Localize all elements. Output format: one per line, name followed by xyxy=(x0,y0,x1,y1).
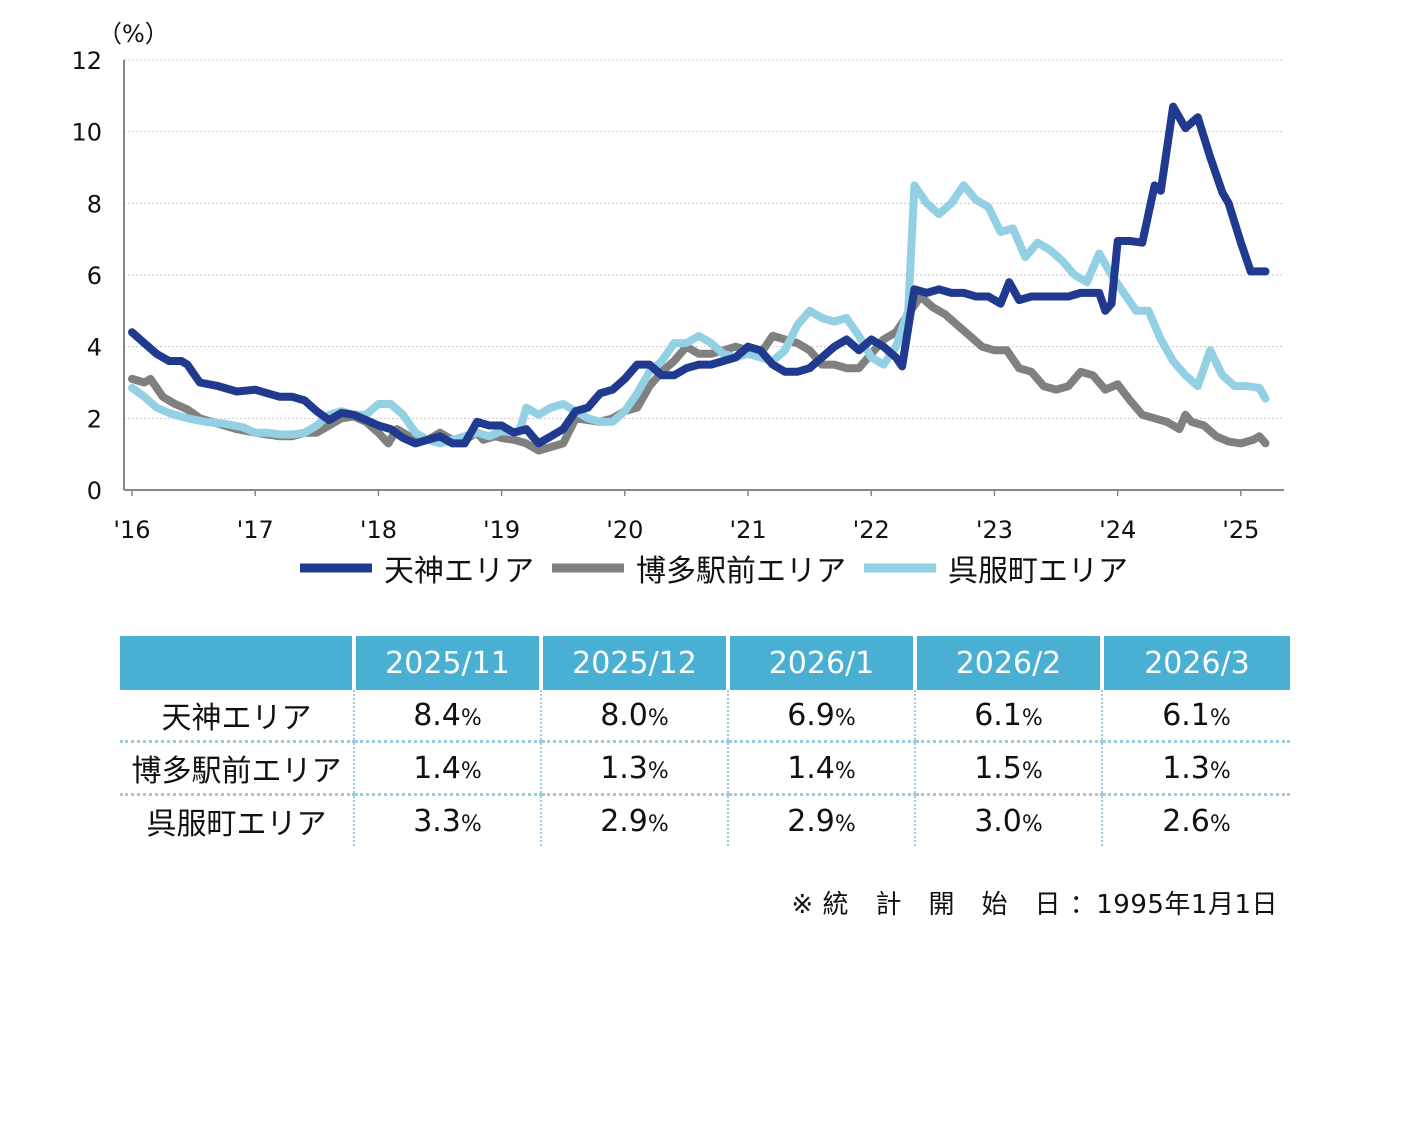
line-chart: 024681012'16'17'18'19'20'21'22'23'24'25 … xyxy=(71,20,1284,589)
table-value-cell: 1.3% xyxy=(1102,741,1290,796)
table-value-cell: 6.1% xyxy=(1102,690,1290,743)
x-tick-label: '21 xyxy=(729,516,766,544)
table-header-row: 2025/11 2025/12 2026/1 2026/2 2026/3 xyxy=(120,636,1290,690)
y-tick-label: 8 xyxy=(87,190,102,218)
table-header-cell: 2026/2 xyxy=(915,636,1104,690)
x-tick-label: '18 xyxy=(360,516,397,544)
table-row-label: 博多駅前エリア xyxy=(120,741,355,796)
table-header-cell: 2026/1 xyxy=(728,636,917,690)
x-tick-label: '23 xyxy=(976,516,1013,544)
table-value-cell: 8.0% xyxy=(541,690,729,743)
table-row: 博多駅前エリア 1.4% 1.3% 1.4% 1.5% 1.3% xyxy=(120,741,1290,796)
table-value-cell: 2.9% xyxy=(541,794,729,846)
legend: 天神エリア 博多駅前エリア 呉服町エリア xyxy=(300,554,1128,589)
footnote: ※ 統 計 開 始 日 ：1995年1月1日 xyxy=(791,890,1278,920)
table-value-cell: 3.3% xyxy=(354,794,542,846)
series-line-1 xyxy=(128,292,1270,455)
table-value-cell: 3.0% xyxy=(915,794,1103,846)
table-value-cell: 2.9% xyxy=(728,794,916,846)
table-value-cell: 6.1% xyxy=(915,690,1103,743)
x-tick-label: '24 xyxy=(1099,516,1136,544)
table-body: 天神エリア 8.4% 8.0% 6.9% 6.1% 6.1% 博多駅前エリア 1.4% 1.3%… xyxy=(120,690,1290,846)
y-tick-label: 10 xyxy=(71,119,102,147)
table-row: 天神エリア 8.4% 8.0% 6.9% 6.1% 6.1% xyxy=(120,690,1290,743)
x-tick-label: '19 xyxy=(483,516,520,544)
gridlines xyxy=(124,59,1284,419)
y-tick-label: 4 xyxy=(87,334,102,362)
legend-label: 天神エリア xyxy=(384,554,534,589)
y-tick-label: 0 xyxy=(87,477,102,505)
table-value-cell: 6.9% xyxy=(728,690,916,743)
legend-label: 呉服町エリア xyxy=(948,554,1128,589)
table-row: 呉服町エリア 3.3% 2.9% 2.9% 3.0% 2.6% xyxy=(120,794,1290,846)
table-header-cell: 2026/3 xyxy=(1102,636,1290,690)
x-tick-label: '25 xyxy=(1222,516,1259,544)
vacancy-rate-table: 2025/11 2025/12 2026/1 2026/2 2026/3 天神エリア 8.… xyxy=(120,636,1290,846)
legend-label: 博多駅前エリア xyxy=(636,554,846,589)
table-value-cell: 1.4% xyxy=(728,741,916,796)
table-row-label: 呉服町エリア xyxy=(120,794,355,846)
table-header-cell: 2025/11 xyxy=(354,636,543,690)
table-value-cell: 8.4% xyxy=(354,690,542,743)
x-tick-label: '20 xyxy=(606,516,643,544)
series-lines xyxy=(128,102,1270,455)
table-value-cell: 2.6% xyxy=(1162,803,1231,839)
y-axis-unit-label: （%） xyxy=(98,20,169,48)
y-tick-label: 12 xyxy=(71,47,102,75)
x-tick-label: '16 xyxy=(113,516,150,544)
x-tick-label: '22 xyxy=(853,516,890,544)
table-value-cell: 1.4% xyxy=(354,741,542,796)
y-tick-label: 6 xyxy=(87,262,102,290)
axes: 0 2 4 6 8 10 12 '16 '17 '18 '19 '20 '21 '22 '23 '24 '25 xyxy=(71,47,1284,544)
table-value-cell: 1.3% xyxy=(541,741,729,796)
series-line-0 xyxy=(128,102,1270,448)
table-header-cell: 2025/12 xyxy=(541,636,730,690)
table-corner-cell xyxy=(120,636,356,690)
table-value-cell: 1.5% xyxy=(915,741,1103,796)
x-tick-label: '17 xyxy=(237,516,274,544)
table-row-label: 天神エリア xyxy=(120,690,355,743)
series-line-2 xyxy=(128,181,1270,448)
y-tick-label: 2 xyxy=(87,405,102,433)
